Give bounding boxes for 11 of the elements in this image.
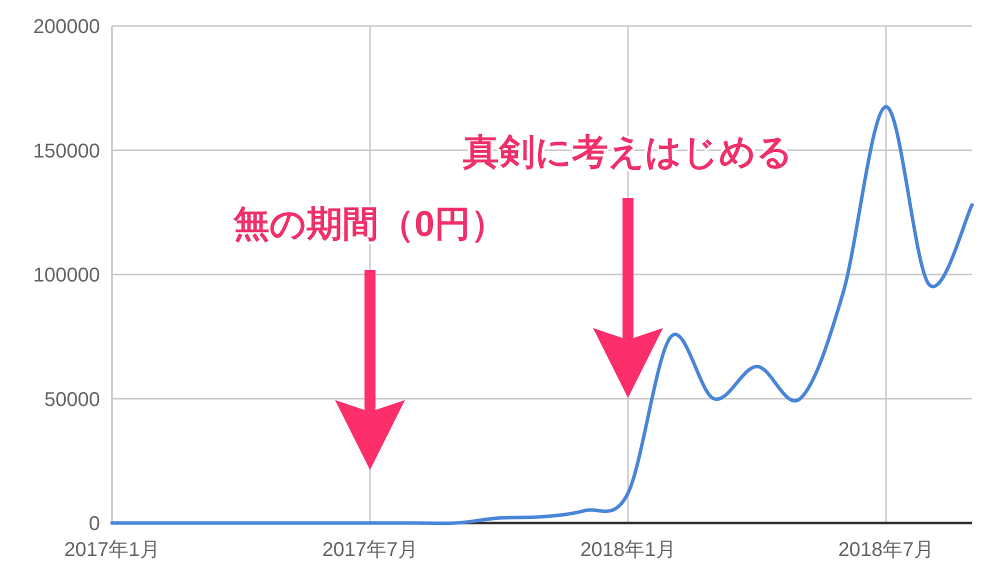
- annotation: 真剣に考えはじめる: [463, 131, 793, 172]
- y-tick-label: 0: [88, 513, 100, 535]
- x-tick-label: 2017年1月: [64, 539, 160, 561]
- y-tick-label: 50000: [44, 388, 100, 411]
- y-tick-label: 150000: [33, 140, 100, 162]
- x-tick-label: 2018年7月: [838, 539, 934, 561]
- x-tick-label: 2017年7月: [322, 539, 418, 561]
- x-tick-label: 2018年1月: [580, 539, 676, 561]
- y-tick-label: 100000: [33, 264, 100, 286]
- y-tick-label: 200000: [33, 16, 100, 38]
- annotation: 無の期間（0円）: [233, 203, 507, 244]
